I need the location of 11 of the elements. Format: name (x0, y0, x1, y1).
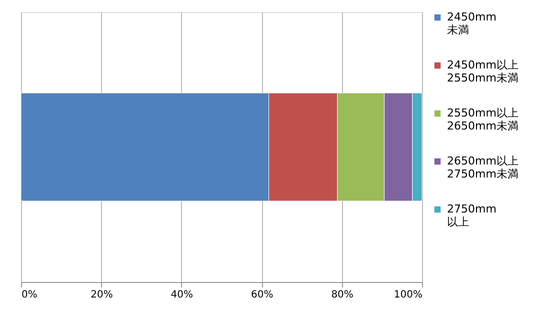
x-tick-label: 20% (90, 290, 113, 300)
legend-label: 2450mm以上 2550mm未満 (447, 58, 518, 84)
x-tick-label: 80% (331, 290, 354, 300)
legend-label: 2450mm 未満 (447, 10, 496, 36)
x-tick-label: 60% (250, 290, 274, 300)
legend-label: 2750mm 以上 (447, 202, 496, 228)
legend-label: 2650mm以上 2750mm未満 (447, 154, 518, 180)
x-tick-label: 0% (22, 290, 38, 300)
x-tick-label: 100% (394, 290, 422, 300)
x-tick-label: 40% (170, 290, 194, 300)
legend-label: 2550mm以上 2650mm未満 (447, 106, 518, 132)
